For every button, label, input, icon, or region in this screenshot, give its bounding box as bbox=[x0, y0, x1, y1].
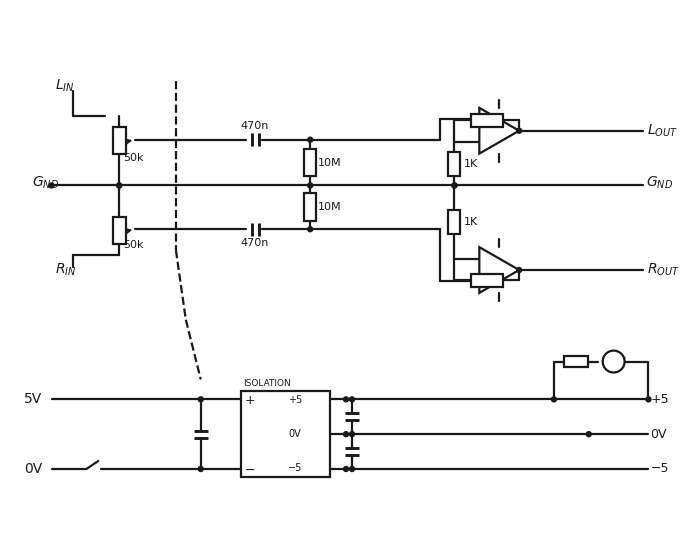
Circle shape bbox=[517, 128, 522, 133]
Circle shape bbox=[552, 397, 556, 402]
Text: −: − bbox=[244, 463, 255, 476]
Circle shape bbox=[49, 183, 54, 188]
Text: ISOLATION: ISOLATION bbox=[244, 379, 291, 388]
Text: 5V: 5V bbox=[24, 392, 42, 407]
Circle shape bbox=[117, 183, 122, 188]
Circle shape bbox=[198, 397, 203, 402]
Bar bbox=[564, 356, 588, 367]
Text: 470n: 470n bbox=[241, 238, 269, 248]
Circle shape bbox=[587, 432, 592, 437]
Circle shape bbox=[198, 467, 203, 471]
Text: 10M: 10M bbox=[318, 158, 342, 167]
Text: 10K: 10K bbox=[481, 258, 502, 268]
Text: $R_{OUT}$: $R_{OUT}$ bbox=[648, 262, 680, 278]
Text: +: + bbox=[483, 275, 494, 288]
Bar bbox=[449, 210, 461, 234]
Circle shape bbox=[308, 137, 313, 142]
Text: 50k: 50k bbox=[123, 153, 144, 162]
Circle shape bbox=[308, 183, 313, 188]
Circle shape bbox=[308, 227, 313, 232]
Text: 50k: 50k bbox=[123, 240, 144, 250]
Text: $G_{ND}$: $G_{ND}$ bbox=[32, 174, 59, 191]
Circle shape bbox=[646, 397, 651, 402]
Text: 470n: 470n bbox=[241, 121, 269, 131]
Text: −5: −5 bbox=[650, 463, 669, 475]
Circle shape bbox=[344, 432, 349, 437]
Circle shape bbox=[349, 397, 354, 402]
Circle shape bbox=[452, 183, 457, 188]
Circle shape bbox=[349, 467, 354, 471]
Text: 10M: 10M bbox=[318, 202, 342, 213]
Circle shape bbox=[517, 268, 522, 272]
Text: $R_{IN}$: $R_{IN}$ bbox=[55, 262, 76, 278]
Polygon shape bbox=[480, 108, 519, 154]
Text: $G_{ND}$: $G_{ND}$ bbox=[647, 174, 673, 191]
Bar bbox=[241, 391, 330, 477]
Bar bbox=[286, 391, 330, 477]
Text: $L_{IN}$: $L_{IN}$ bbox=[55, 78, 74, 94]
Text: −: − bbox=[483, 135, 495, 149]
Text: +: + bbox=[244, 394, 256, 407]
Text: 1K: 1K bbox=[463, 217, 477, 227]
Text: −5: −5 bbox=[288, 463, 302, 473]
Bar bbox=[471, 274, 503, 287]
Text: +5: +5 bbox=[288, 395, 302, 405]
Circle shape bbox=[344, 397, 349, 402]
Polygon shape bbox=[480, 247, 519, 293]
Text: 1K: 1K bbox=[463, 159, 477, 169]
Text: 0V: 0V bbox=[288, 429, 301, 439]
Text: 0V: 0V bbox=[650, 428, 667, 441]
Circle shape bbox=[117, 183, 122, 188]
Circle shape bbox=[452, 183, 457, 188]
Circle shape bbox=[349, 432, 354, 437]
Text: 10K: 10K bbox=[481, 133, 502, 143]
Circle shape bbox=[344, 467, 349, 471]
Circle shape bbox=[603, 350, 624, 372]
Text: 0V: 0V bbox=[24, 462, 42, 476]
Bar bbox=[304, 149, 316, 177]
Bar bbox=[449, 152, 461, 175]
Text: +: + bbox=[483, 113, 494, 126]
Text: +5: +5 bbox=[650, 393, 669, 406]
Bar bbox=[113, 127, 125, 154]
Text: −: − bbox=[483, 252, 495, 265]
Bar bbox=[304, 193, 316, 221]
Text: $L_{OUT}$: $L_{OUT}$ bbox=[648, 123, 678, 139]
Bar bbox=[113, 217, 125, 244]
Bar bbox=[471, 114, 503, 127]
